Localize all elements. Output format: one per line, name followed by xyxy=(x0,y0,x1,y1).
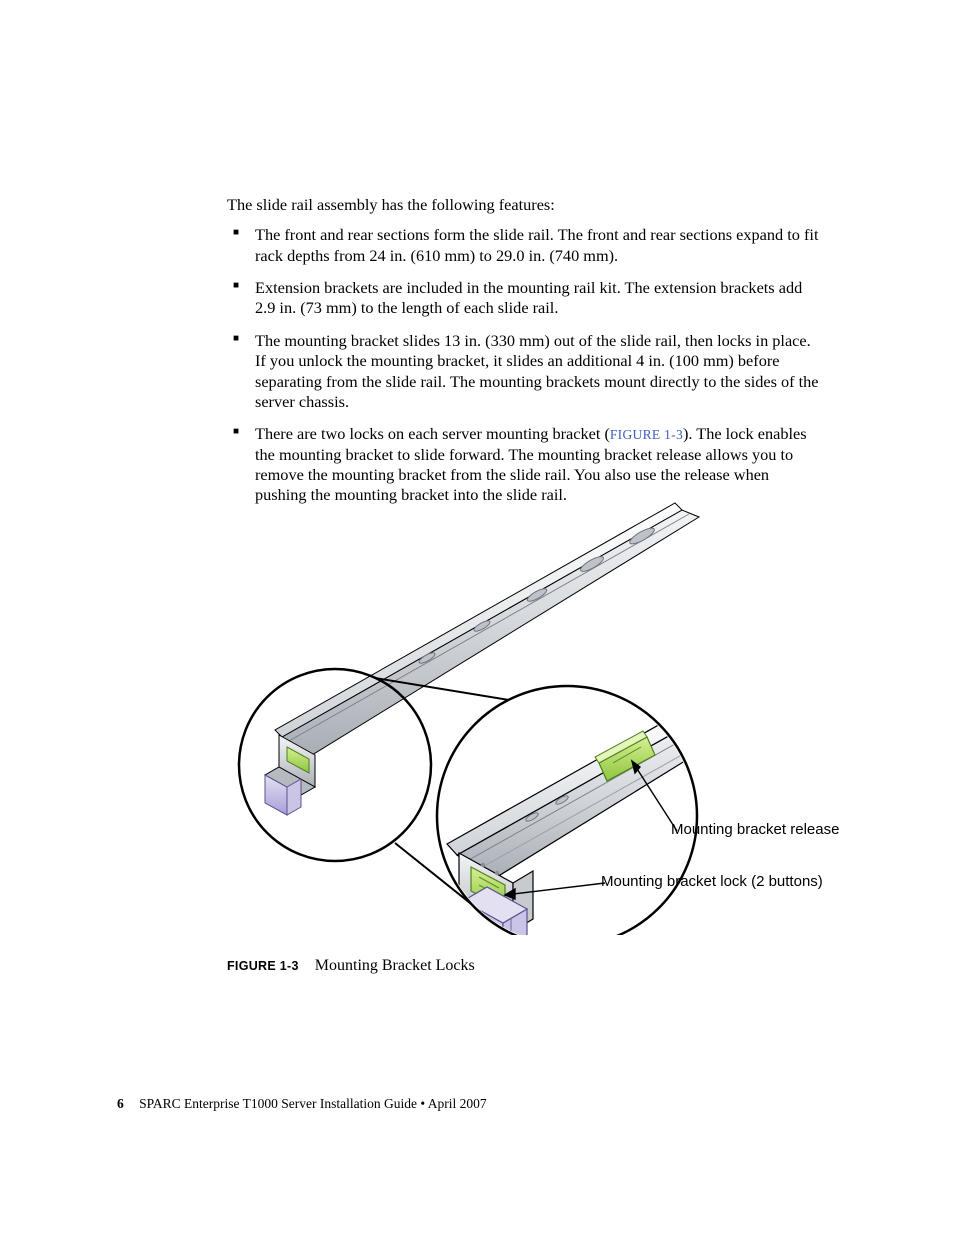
figure-label: FIGURE 1-3 xyxy=(227,959,299,973)
intro-paragraph: The slide rail assembly has the followin… xyxy=(227,195,819,215)
figure-1-3: Mounting bracket release Mounting bracke… xyxy=(227,495,819,935)
callout-release: Mounting bracket release xyxy=(671,821,839,838)
footer-text: SPARC Enterprise T1000 Server Installati… xyxy=(139,1096,486,1111)
detail-circle-right xyxy=(437,686,727,935)
list-item: Extension brackets are included in the m… xyxy=(227,278,819,319)
list-item: There are two locks on each server mount… xyxy=(227,424,819,505)
list-item: The mounting bracket slides 13 in. (330 … xyxy=(227,331,819,412)
body-text-block: The slide rail assembly has the followin… xyxy=(227,195,819,518)
page-footer: 6 SPARC Enterprise T1000 Server Installa… xyxy=(117,1096,487,1112)
list-item: The front and rear sections form the sli… xyxy=(227,225,819,266)
page-number: 6 xyxy=(117,1096,124,1111)
figure-caption: FIGURE 1-3 Mounting Bracket Locks xyxy=(227,957,475,975)
page: The slide rail assembly has the followin… xyxy=(0,0,954,1235)
callout-lock: Mounting bracket lock (2 buttons) xyxy=(601,873,823,890)
figure-title: Mounting Bracket Locks xyxy=(315,957,475,974)
list-item-text-pre: There are two locks on each server mount… xyxy=(255,424,610,443)
figure-svg xyxy=(227,495,819,935)
figure-reference-link[interactable]: FIGURE 1-3 xyxy=(610,427,683,442)
feature-list: The front and rear sections form the sli… xyxy=(227,225,819,505)
